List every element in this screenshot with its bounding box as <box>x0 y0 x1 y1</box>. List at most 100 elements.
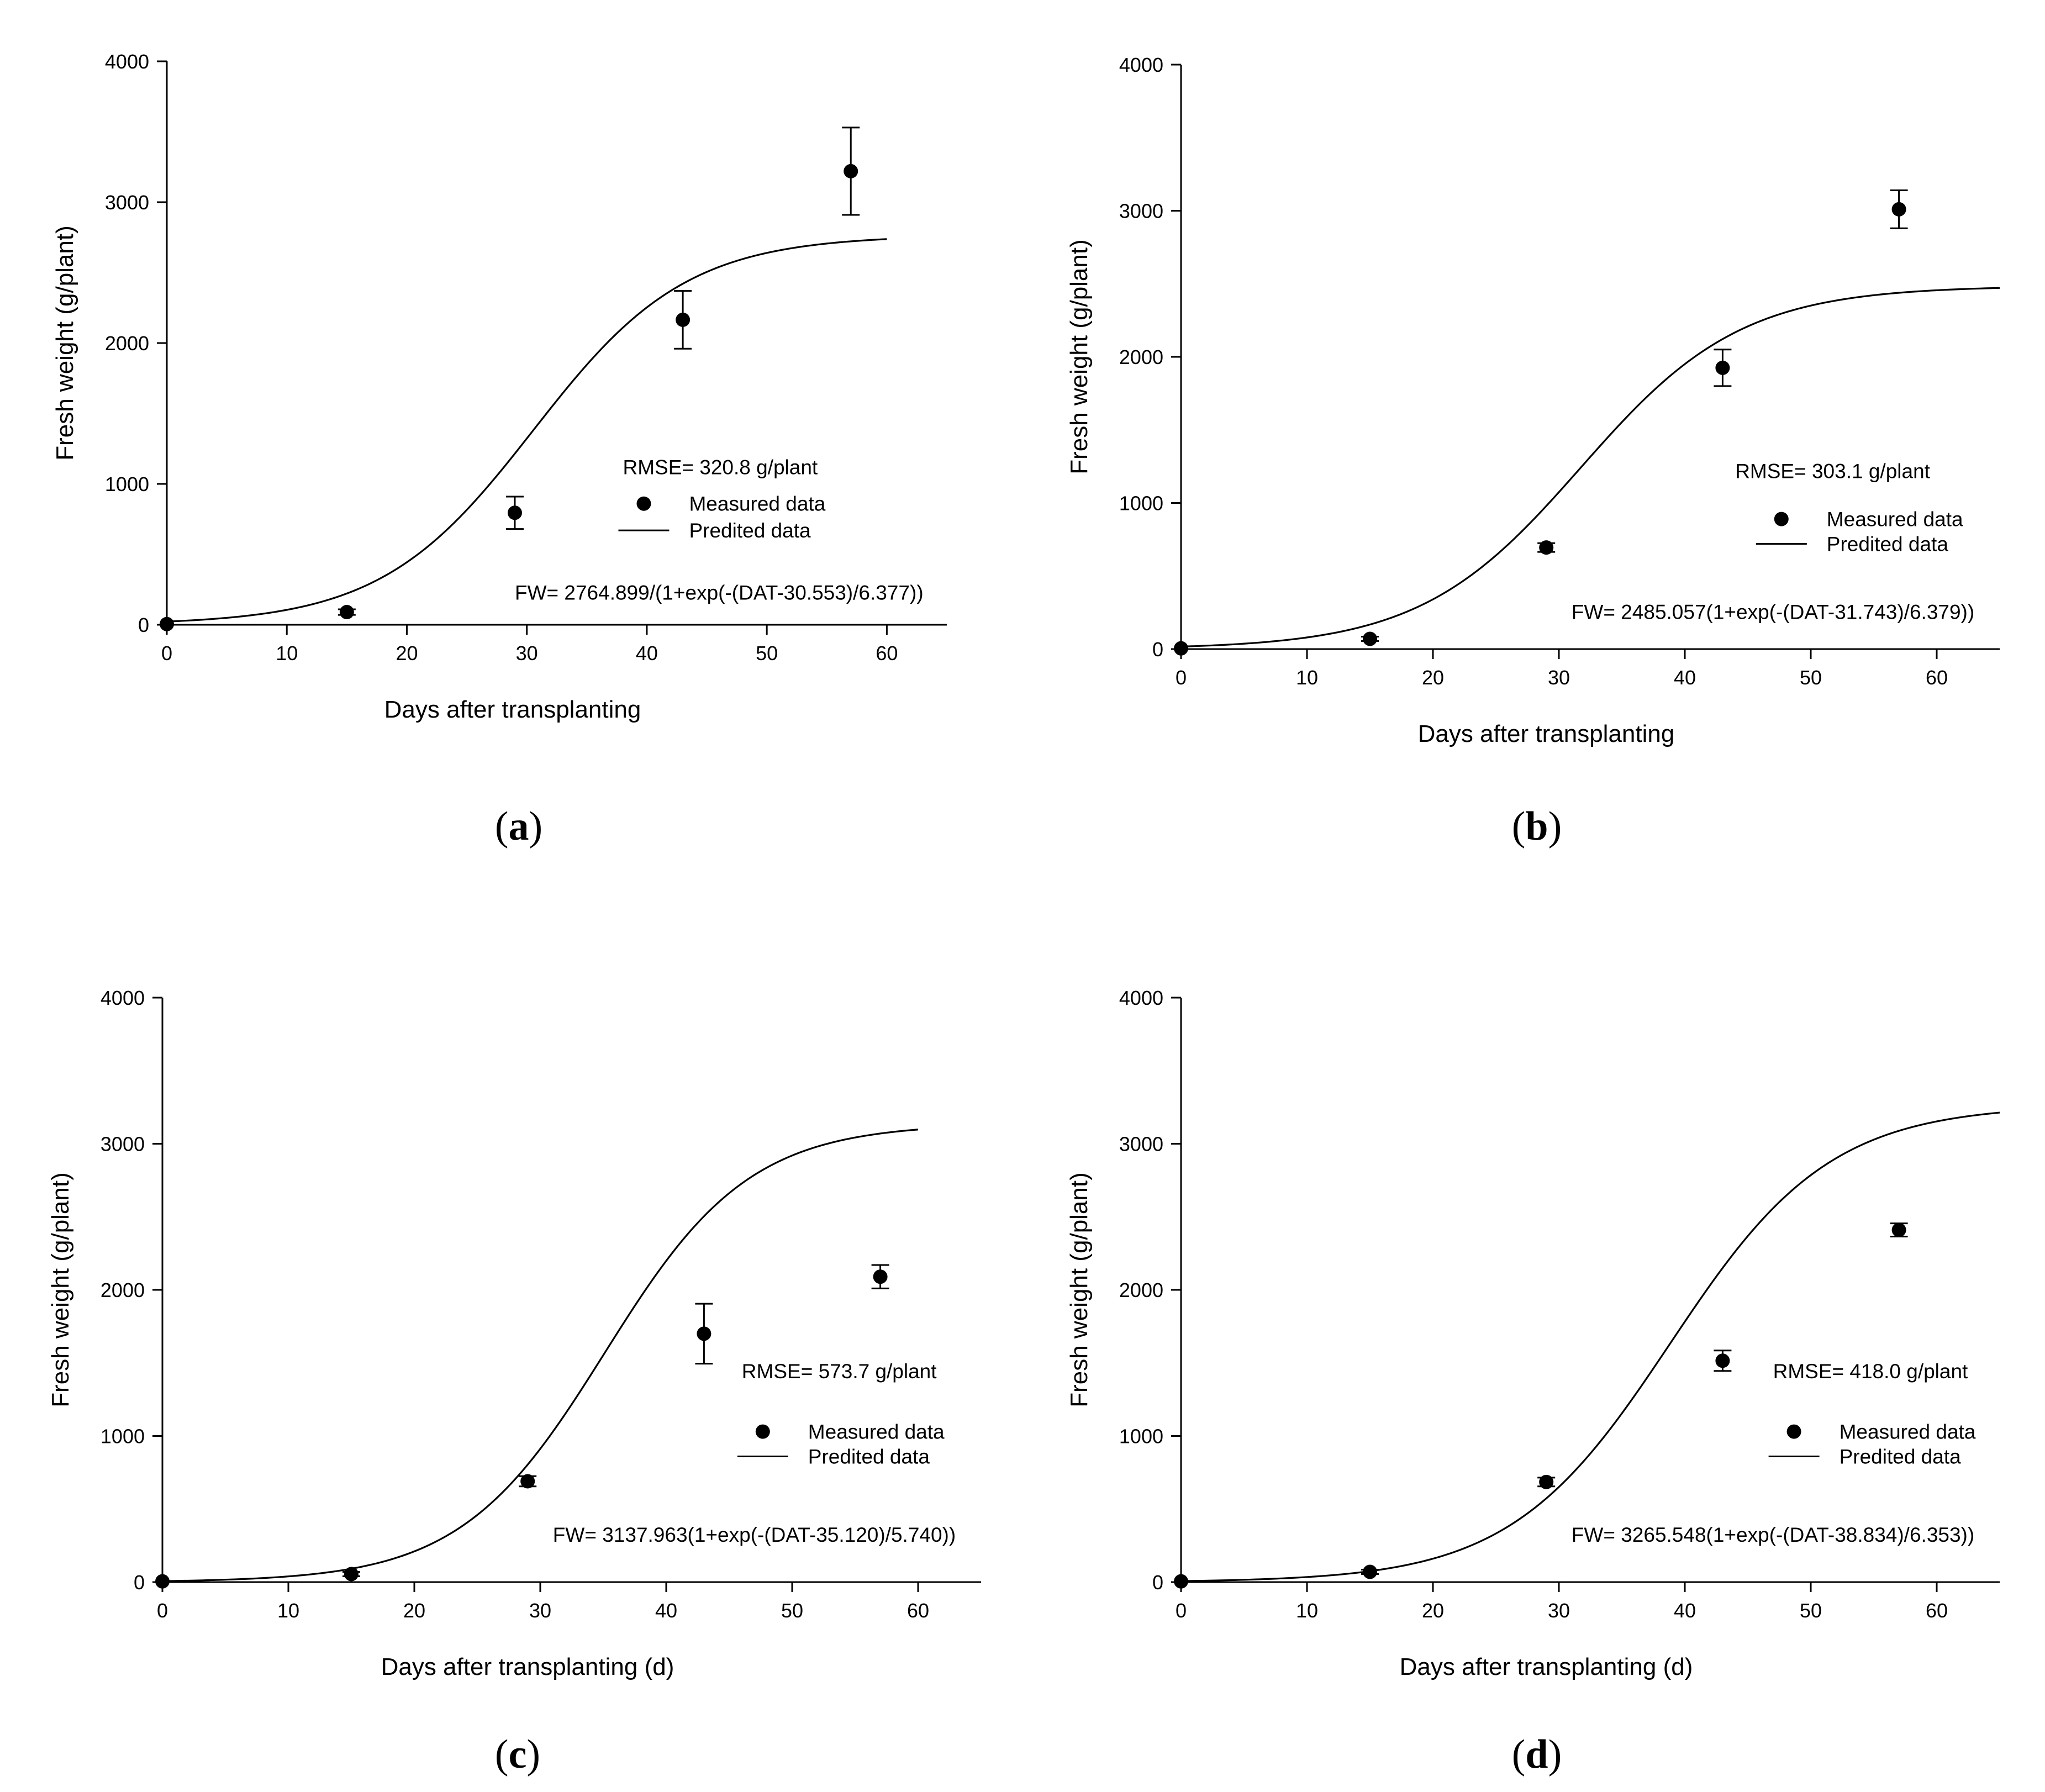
x-tick-label: 10 <box>277 1599 299 1622</box>
legend-predicted-label: Predited data <box>689 519 811 542</box>
x-tick-label: 20 <box>1422 666 1444 689</box>
x-tick-label: 50 <box>781 1599 803 1622</box>
panel-label-part: ( <box>495 1732 509 1777</box>
y-tick-label: 1000 <box>1119 1425 1163 1448</box>
legend-predicted-label: Predited data <box>1827 533 1949 556</box>
panel-d: 0 10 20 30 40 50 60 0 1000 2000 3000 4000 Days after… <box>1066 987 2000 1777</box>
y-tick-label: 1000 <box>101 1425 145 1448</box>
panel-a: 0 10 20 30 40 50 60 0 1000 2000 3000 4000 Days after… <box>51 50 947 849</box>
x-axis-title: Days after transplanting <box>384 696 641 723</box>
legend-measured-marker <box>1786 1424 1801 1439</box>
x-tick-label: 30 <box>1548 666 1570 689</box>
x-tick-label: 0 <box>1176 666 1187 689</box>
x-tick-label: 0 <box>1176 1599 1187 1622</box>
y-tick-label: 3000 <box>101 1133 145 1156</box>
y-axis-title: Fresh weight (g/plant) <box>51 225 78 461</box>
panel-label-part: ) <box>1548 1732 1562 1777</box>
x-tick-label: 10 <box>1296 1599 1318 1622</box>
x-tick-label: 60 <box>876 642 898 665</box>
panel-label: (c) <box>495 1732 540 1777</box>
equation-label: FW= 3137.963(1+exp(-(DAT-35.120)/5.740)) <box>553 1524 956 1546</box>
predicted-curve-line <box>1180 1111 2000 1582</box>
y-tick-label: 4000 <box>1119 987 1163 1009</box>
legend-measured-marker <box>1774 512 1789 526</box>
panel-label-part: ( <box>495 804 509 849</box>
panel-label: (b) <box>1512 804 1562 849</box>
rmse-label: RMSE= 303.1 g/plant <box>1735 460 1930 482</box>
y-tick-label: 2000 <box>105 332 149 355</box>
measured-point <box>676 312 691 327</box>
x-tick-label: 40 <box>655 1599 677 1622</box>
panel-label-part: b <box>1525 804 1548 849</box>
measured-point <box>1539 1474 1554 1489</box>
panel-label-part: c <box>509 1732 527 1777</box>
measured-point <box>155 1574 170 1589</box>
x-tick-label: 10 <box>276 642 298 665</box>
measured-point <box>507 505 522 520</box>
y-tick-label: 2000 <box>1119 346 1163 368</box>
measured-point <box>1174 641 1188 656</box>
panel-label-part: a <box>509 804 529 849</box>
measured-point <box>873 1269 888 1284</box>
y-tick-label: 3000 <box>105 191 149 214</box>
x-tick-label: 60 <box>907 1599 929 1622</box>
panel-c: 0 10 20 30 40 50 60 0 1000 2000 3000 4000 Days after… <box>47 987 981 1777</box>
measured-point <box>520 1474 535 1489</box>
x-tick-label: 50 <box>1800 1599 1822 1622</box>
x-tick-label: 30 <box>516 642 538 665</box>
legend-predicted-label: Predited data <box>1840 1446 1962 1468</box>
measured-point <box>1363 631 1377 646</box>
legend-measured-label: Measured data <box>1827 508 1963 531</box>
y-tick-label: 3000 <box>1119 1133 1163 1156</box>
y-tick-label: 4000 <box>101 987 145 1009</box>
measured-point <box>1174 1574 1188 1589</box>
x-tick-label: 20 <box>403 1599 425 1622</box>
y-tick-label: 0 <box>1152 1571 1163 1594</box>
measured-point <box>697 1326 711 1341</box>
y-tick-label: 1000 <box>1119 492 1163 515</box>
x-tick-label: 30 <box>529 1599 551 1622</box>
x-tick-label: 30 <box>1548 1599 1570 1622</box>
y-tick-label: 1000 <box>105 473 149 496</box>
panel-label-part: ( <box>1512 1732 1526 1777</box>
x-tick-label: 60 <box>1926 1599 1948 1622</box>
x-tick-label: 0 <box>161 642 172 665</box>
y-tick-label: 2000 <box>1119 1279 1163 1301</box>
measured-point <box>844 164 858 178</box>
x-tick-label: 10 <box>1296 666 1318 689</box>
predicted-curve-line <box>166 238 887 623</box>
panel-label-part: d <box>1525 1732 1548 1777</box>
panel-label-part: ( <box>1512 804 1526 849</box>
y-axis-title: Fresh weight (g/plant) <box>1066 239 1093 475</box>
legend-measured-marker <box>755 1424 770 1439</box>
rmse-label: RMSE= 418.0 g/plant <box>1773 1360 1968 1383</box>
x-tick-label: 60 <box>1926 666 1948 689</box>
measured-point <box>160 616 174 631</box>
legend-measured-label: Measured data <box>1840 1421 1976 1443</box>
measured-point <box>344 1567 359 1582</box>
x-tick-label: 20 <box>1422 1599 1444 1622</box>
y-tick-label: 0 <box>134 1571 145 1594</box>
equation-label: FW= 2485.057(1+exp(-(DAT-31.743)/6.379)) <box>1572 601 1974 624</box>
x-axis-title: Days after transplanting (d) <box>381 1653 674 1680</box>
x-tick-label: 20 <box>396 642 418 665</box>
x-tick-label: 40 <box>1674 666 1696 689</box>
measured-point <box>1539 540 1554 555</box>
predicted-curve-line <box>162 1129 919 1582</box>
legend-measured-label: Measured data <box>808 1421 945 1443</box>
x-tick-label: 50 <box>756 642 778 665</box>
measured-point <box>1891 1222 1906 1237</box>
rmse-label: RMSE= 573.7 g/plant <box>742 1360 937 1383</box>
x-tick-label: 40 <box>1674 1599 1696 1622</box>
equation-label: FW= 3265.548(1+exp(-(DAT-38.834)/6.353)) <box>1572 1524 1974 1546</box>
x-tick-label: 40 <box>636 642 658 665</box>
y-tick-label: 4000 <box>105 50 149 73</box>
rmse-label: RMSE= 320.8 g/plant <box>623 456 818 478</box>
legend-measured-marker <box>636 496 651 511</box>
legend-measured-label: Measured data <box>689 493 825 515</box>
equation-label: FW= 2764.899/(1+exp(-(DAT-30.553)/6.377)… <box>515 581 924 604</box>
legend-predicted-label: Predited data <box>808 1446 930 1468</box>
panel-label: (a) <box>495 804 542 849</box>
y-tick-label: 3000 <box>1119 200 1163 223</box>
